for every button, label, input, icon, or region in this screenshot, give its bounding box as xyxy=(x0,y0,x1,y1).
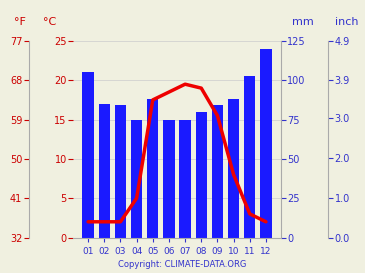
Bar xyxy=(260,49,272,238)
Text: °F: °F xyxy=(14,17,26,27)
Bar xyxy=(147,99,158,238)
Bar xyxy=(99,104,110,238)
Bar xyxy=(212,105,223,238)
Text: Copyright: CLIMATE-DATA.ORG: Copyright: CLIMATE-DATA.ORG xyxy=(118,260,247,269)
Bar xyxy=(115,105,126,238)
Text: mm: mm xyxy=(292,17,314,27)
Text: inch: inch xyxy=(335,17,358,27)
Bar xyxy=(180,120,191,238)
Bar xyxy=(228,99,239,238)
Text: °C: °C xyxy=(43,17,56,27)
Bar xyxy=(163,120,174,238)
Bar xyxy=(244,76,255,238)
Bar xyxy=(131,120,142,238)
Bar xyxy=(82,72,94,238)
Bar xyxy=(196,112,207,238)
